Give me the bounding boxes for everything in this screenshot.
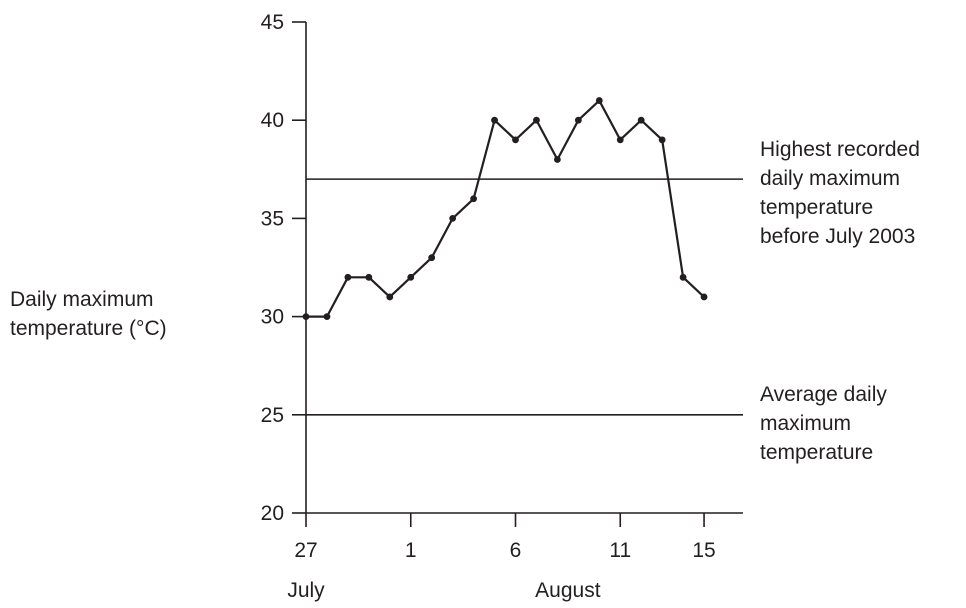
y-tick-label-25: 25 — [261, 404, 284, 427]
data-point-16 — [637, 116, 645, 124]
data-point-12 — [554, 156, 561, 163]
data-point-9 — [491, 116, 498, 124]
y-tick-label-40: 40 — [261, 109, 284, 132]
annotation-average-line-2: maximum — [760, 412, 852, 435]
data-point-3 — [365, 273, 373, 281]
data-point-10 — [512, 136, 519, 144]
reference-lines — [306, 178, 743, 416]
data-point-19 — [700, 293, 708, 301]
y-tick-label-20: 20 — [261, 502, 284, 525]
y-tick-label-30: 30 — [261, 306, 284, 329]
series-line — [306, 99, 705, 318]
y-tick-label-35: 35 — [261, 207, 284, 230]
x-tick-label-11: 11 — [609, 539, 631, 562]
y-tick-labels: 20 25 30 35 40 45 — [261, 11, 284, 525]
data-point-8 — [470, 195, 477, 203]
data-point-13 — [574, 116, 582, 124]
data-point-0 — [302, 313, 310, 320]
data-point-15 — [616, 136, 624, 144]
data-point-1 — [323, 313, 331, 320]
annotation-highest-line-1: Highest recorded — [760, 138, 920, 161]
data-point-11 — [533, 116, 540, 124]
data-point-17 — [658, 136, 666, 144]
y-tick-label-45: 45 — [261, 11, 284, 34]
annotation-average-line-3: temperature — [760, 441, 874, 464]
x-tick-labels: 27 1 6 11 15 July August — [287, 539, 715, 602]
data-point-7 — [449, 215, 457, 222]
x-tick-label-1: 1 — [405, 539, 417, 562]
data-point-6 — [428, 254, 436, 262]
annotation-highest-line-3: temperature — [760, 196, 874, 219]
y-axis-label-line-2: temperature (°C) — [10, 317, 167, 340]
x-tick-label-15: 15 — [692, 539, 715, 562]
data-point-18 — [679, 273, 687, 281]
data-point-2 — [344, 273, 352, 281]
data-point-5 — [407, 273, 415, 281]
chart-axes — [292, 21, 743, 527]
x-month-label-july: July — [287, 579, 325, 602]
data-point-14 — [595, 97, 603, 104]
x-tick-label-6: 6 — [510, 539, 522, 562]
annotation-average: Average daily maximum temperature — [760, 380, 887, 467]
series-daily-max — [302, 97, 708, 320]
annotation-highest-line-4: before July 2003 — [760, 225, 916, 248]
x-month-label-august: August — [535, 579, 601, 602]
annotation-average-line-1: Average daily — [760, 383, 887, 406]
x-tick-label-27: 27 — [294, 539, 317, 562]
annotation-highest-recorded: Highest recorded daily maximum temperatu… — [760, 135, 920, 251]
annotation-highest-line-2: daily maximum — [760, 167, 901, 190]
data-point-4 — [386, 293, 394, 301]
y-axis-label: Daily maximum temperature (°C) — [10, 285, 167, 343]
y-axis-label-line-1: Daily maximum — [10, 288, 154, 311]
